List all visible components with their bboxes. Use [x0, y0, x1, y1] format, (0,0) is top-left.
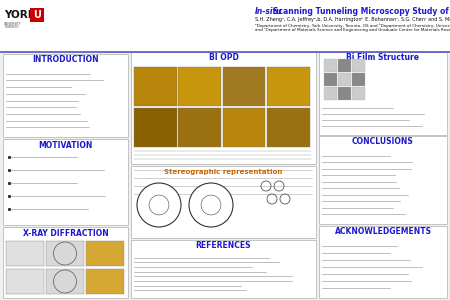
Bar [3, 54, 128, 137]
Bar [86, 269, 124, 294]
Bar [178, 108, 221, 147]
Bar [30, 8, 44, 22]
Bar [352, 73, 365, 86]
Text: BI OPD: BI OPD [208, 53, 239, 62]
Bar [267, 67, 310, 106]
Bar [324, 59, 337, 72]
Bar [3, 227, 128, 298]
Bar [86, 241, 124, 266]
Bar [338, 73, 351, 86]
Text: Stereographic representation: Stereographic representation [164, 169, 283, 175]
Text: X-RAY DIFFRACTION: X-RAY DIFFRACTION [22, 229, 108, 238]
Text: and ᶜDepartment of Materials Science and Engineering and Graduate Center for Mat: and ᶜDepartment of Materials Science and… [255, 28, 450, 32]
Text: CONCLUSIONS: CONCLUSIONS [352, 137, 414, 146]
Bar [267, 108, 310, 147]
Text: S.H. Zhengᵃ, C.A. Jeffreyᵃ,b, D.A. Harringtonᵇ E. Bohannanᶜ, S.G. Chenᶜ and S. M: S.H. Zhengᵃ, C.A. Jeffreyᵃ,b, D.A. Harri… [255, 17, 450, 22]
Bar [134, 108, 177, 147]
Bar [222, 108, 265, 147]
Text: Bi Film Structure: Bi Film Structure [346, 53, 419, 62]
Bar [324, 87, 337, 100]
Text: UNIVERSITY: UNIVERSITY [4, 22, 22, 26]
Bar [338, 87, 351, 100]
Bar [3, 139, 128, 225]
Bar [352, 59, 365, 72]
Bar [338, 59, 351, 72]
Text: ᵃDepartment of Chemistry, York University, Toronto, OS and ᵇDepartment of Chemis: ᵃDepartment of Chemistry, York Universit… [255, 23, 450, 28]
Bar [131, 166, 316, 238]
Text: REFERENCES: REFERENCES [196, 242, 251, 250]
Text: TORONTO: TORONTO [4, 26, 18, 29]
Bar [0, 0, 450, 52]
Bar [222, 67, 265, 106]
Bar [46, 241, 84, 266]
Text: In-situ: In-situ [255, 7, 283, 16]
Bar [324, 73, 337, 86]
Bar [6, 269, 44, 294]
Text: Scanning Tunneling Microscopy Study of Bismuth Electrodeposition on Au(100) and : Scanning Tunneling Microscopy Study of B… [273, 7, 450, 16]
Bar [131, 240, 316, 298]
Bar [46, 269, 84, 294]
Bar [134, 67, 177, 106]
Text: U: U [33, 10, 41, 20]
Bar [6, 241, 44, 266]
Bar [178, 67, 221, 106]
Bar [352, 87, 365, 100]
Text: INTRODUCTION: INTRODUCTION [32, 56, 99, 64]
Circle shape [137, 183, 181, 227]
Text: YORK: YORK [4, 10, 36, 20]
Text: ACKNOWLEDGEMENTS: ACKNOWLEDGEMENTS [334, 227, 432, 236]
Circle shape [189, 183, 233, 227]
Text: MOTIVATION: MOTIVATION [38, 140, 93, 149]
Bar [131, 52, 316, 164]
Bar [319, 226, 447, 298]
Bar [319, 52, 447, 135]
Bar [319, 136, 447, 224]
